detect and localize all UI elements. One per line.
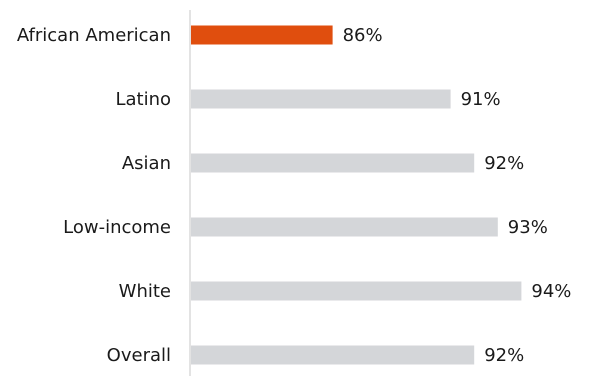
value-label-4: 94% [531, 281, 571, 302]
bar-0 [191, 25, 333, 45]
category-label-3: Low-income [63, 217, 171, 238]
bar-4 [191, 281, 522, 301]
category-label-0: African American [17, 25, 171, 46]
value-label-3: 93% [508, 217, 548, 238]
bar-1 [191, 89, 451, 109]
value-label-2: 92% [484, 153, 524, 174]
bar-3 [191, 217, 498, 237]
category-label-2: Asian [122, 153, 171, 174]
category-label-4: White [119, 281, 171, 302]
bars-layer [191, 25, 522, 365]
bar-5 [191, 345, 475, 365]
bar-2 [191, 153, 475, 173]
category-label-5: Overall [107, 345, 171, 366]
value-label-5: 92% [484, 345, 524, 366]
value-label-1: 91% [461, 89, 501, 110]
labels-layer: African American 86% Latino 91% Asian 92% Low-… [17, 25, 572, 366]
category-label-1: Latino [115, 89, 171, 110]
value-label-0: 86% [343, 25, 383, 46]
